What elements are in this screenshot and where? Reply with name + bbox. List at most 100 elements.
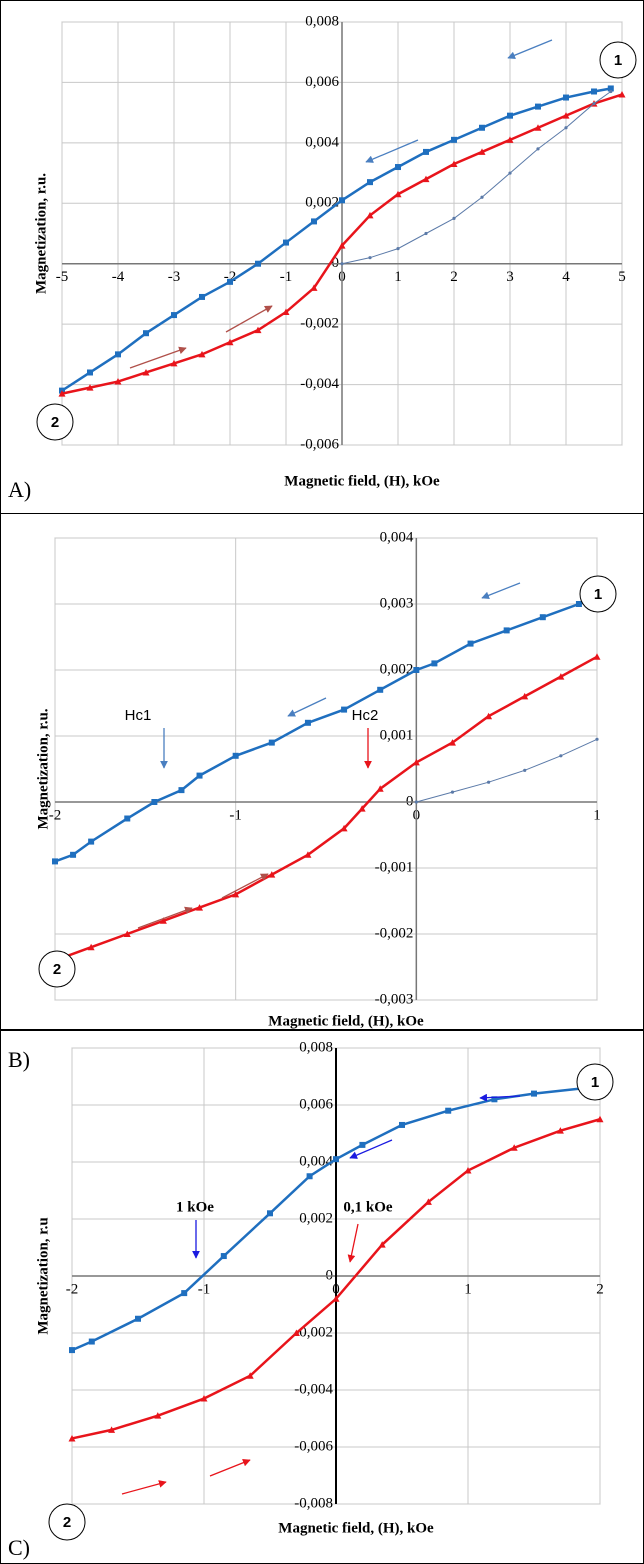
point [114,378,122,385]
y-axis-label: Magnetization, r.u. [35,708,51,829]
callout-label: 2 [51,414,59,431]
point [366,211,374,219]
point [227,278,233,285]
point [450,160,458,168]
point [424,1198,432,1205]
y-tick-label: 0,006 [299,1096,333,1112]
x-tick-label: 2 [450,269,458,285]
y-tick-label: -0,001 [375,859,414,875]
point [151,799,158,805]
y-tick-label: 0,002 [299,1210,333,1226]
point [358,805,366,812]
point [414,800,418,804]
point [254,326,262,334]
point [562,112,570,119]
point [124,815,131,822]
point [595,737,599,741]
x-tick-label: 1 [593,807,601,823]
point [332,1295,340,1302]
point [306,1173,313,1180]
point [232,890,240,898]
x-tick-label: -2 [49,807,62,823]
point [556,1127,564,1134]
point [268,871,276,878]
point [70,851,77,858]
annotation: 1 kOe [176,1199,214,1215]
point [159,917,167,924]
y-tick-label: 0,006 [305,74,339,90]
point [341,706,348,713]
x-tick-label: 1 [464,1281,472,1297]
callout-circle [48,1503,86,1541]
point [115,351,121,358]
y-tick-label: 0,001 [380,727,414,743]
point [412,758,420,766]
point [87,369,93,376]
point [464,1167,472,1174]
annotation: Hc1 [125,707,152,724]
point [413,667,420,673]
point [521,692,529,700]
point [220,1253,227,1260]
point [575,601,582,607]
point [480,195,484,199]
point [523,768,527,772]
point [557,673,565,680]
point [255,260,261,267]
point [333,1156,339,1163]
point [431,660,438,667]
chart: -5-4-3-2-1012345-0,006-0,004-0,00200,002… [8,13,637,502]
point [423,148,429,155]
callout-circle [599,41,637,79]
point [170,359,178,367]
y-tick-label: -0,008 [294,1495,333,1511]
arrow [129,346,187,369]
y-tick-label: -0,004 [300,376,339,392]
point [531,1090,537,1097]
annotation: 0,1 kOe [343,1199,393,1215]
point [534,124,542,131]
point [87,943,95,951]
arrow [347,1223,359,1263]
point [123,930,131,937]
point [609,89,613,94]
x-tick-label: 4 [562,269,570,285]
point [593,653,601,660]
point [399,1121,405,1128]
callout-label: 1 [591,1074,599,1091]
annotation: Hc2 [352,707,379,724]
point [267,1210,273,1217]
x-tick-label: -3 [168,269,181,285]
point [535,103,541,110]
x-tick-label: 1 [394,269,402,285]
panel-label: C) [8,1535,30,1560]
callout-label: 2 [63,1514,71,1531]
point [448,739,456,746]
point [510,1144,518,1151]
arrow [221,873,269,899]
callout-circle [576,1063,614,1101]
y-axis-label: Magnetization, r.u [35,1217,51,1334]
data-line [416,738,598,803]
point [226,338,234,346]
panel-label: B) [8,1047,30,1072]
point [485,712,493,720]
chart: -2-101-0,003-0,002-0,00100,0010,0020,003… [8,529,617,1072]
point [304,851,312,858]
x-axis-label: Magnetic field, (H), kOe [268,1013,424,1029]
x-tick-label: -1 [229,807,242,823]
callout-circle [38,950,76,988]
y-tick-label: -0,003 [375,991,414,1007]
point [487,780,491,784]
point [338,242,346,249]
point [378,1241,386,1248]
arrow [507,39,553,59]
point [559,754,563,758]
arrow [209,1458,251,1477]
point [154,1412,162,1419]
point [376,785,384,792]
point [377,686,384,693]
y-tick-label: 0,004 [299,1153,333,1169]
x-tick-label: 5 [618,269,626,285]
